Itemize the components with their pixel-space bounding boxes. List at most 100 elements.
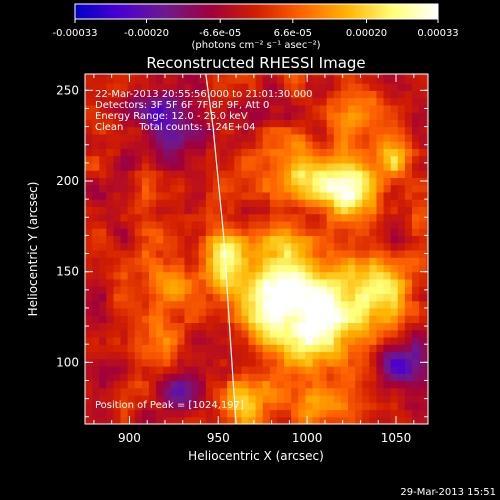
- heatmap-cell: [426, 278, 428, 287]
- heatmap-cell: [355, 242, 363, 251]
- heatmap-cell: [99, 315, 107, 324]
- heatmap-cell: [127, 329, 136, 338]
- heatmap-cell: [127, 213, 136, 222]
- heatmap-cell: [340, 402, 349, 411]
- heatmap-cell: [191, 307, 200, 316]
- heatmap-cell: [205, 387, 214, 396]
- heatmap-cell: [383, 119, 392, 128]
- heatmap-cell: [419, 199, 427, 207]
- heatmap-cell: [319, 133, 328, 142]
- heatmap-cell: [355, 329, 363, 338]
- heatmap-cell: [340, 104, 349, 113]
- heatmap-cell: [397, 365, 406, 374]
- heatmap-cell: [369, 278, 378, 287]
- heatmap-cell: [333, 213, 342, 222]
- heatmap-cell: [397, 278, 406, 287]
- heatmap-cell: [170, 365, 179, 374]
- heatmap-cell: [255, 199, 264, 207]
- heatmap-cell: [426, 97, 428, 106]
- heatmap-cell: [284, 228, 292, 236]
- heatmap-cell: [234, 329, 242, 338]
- heatmap-cell: [134, 199, 143, 207]
- heatmap-cell: [333, 177, 342, 186]
- heatmap-cell: [412, 351, 420, 360]
- heatmap-cell: [319, 257, 328, 266]
- heatmap-cell: [198, 177, 207, 186]
- heatmap-cell: [404, 119, 413, 128]
- heatmap-cell: [184, 162, 193, 171]
- heatmap-cell: [198, 257, 207, 266]
- heatmap-cell: [227, 75, 235, 84]
- heatmap-cell: [248, 394, 257, 403]
- heatmap-cell: [141, 242, 150, 251]
- heatmap-cell: [376, 336, 385, 345]
- heatmap-cell: [333, 394, 342, 403]
- heatmap-cell: [141, 74, 150, 77]
- heatmap-cell: [404, 358, 413, 367]
- heatmap-cell: [106, 162, 115, 171]
- heatmap-cell: [276, 228, 285, 236]
- heatmap-cell: [298, 220, 306, 229]
- heatmap-cell: [284, 213, 292, 222]
- heatmap-cell: [426, 242, 428, 251]
- heatmap-cell: [298, 235, 306, 244]
- heatmap-cell: [312, 322, 321, 331]
- heatmap-cell: [319, 242, 328, 251]
- heatmap-cell: [404, 365, 413, 374]
- heatmap-cell: [412, 220, 420, 229]
- heatmap-cell: [92, 235, 100, 244]
- heatmap-cell: [269, 322, 278, 331]
- heatmap-cell: [113, 162, 122, 171]
- heatmap-cell: [362, 416, 370, 424]
- heatmap-cell: [383, 75, 392, 84]
- heatmap-cell: [348, 373, 356, 382]
- heatmap-cell: [298, 402, 306, 411]
- heatmap-cell: [156, 380, 164, 389]
- heatmap-cell: [276, 344, 285, 353]
- heatmap-cell: [234, 90, 242, 99]
- heatmap-cell: [404, 97, 413, 106]
- heatmap-cell: [333, 315, 342, 324]
- heatmap-cell: [156, 141, 164, 149]
- heatmap-cell: [248, 358, 257, 367]
- heatmap-cell: [212, 351, 221, 360]
- heatmap-cell: [248, 75, 257, 84]
- heatmap-cell: [234, 307, 242, 316]
- heatmap-cell: [99, 74, 107, 77]
- heatmap-cell: [127, 344, 136, 353]
- heatmap-cell: [390, 409, 399, 418]
- heatmap-cell: [248, 90, 257, 99]
- heatmap-cell: [383, 199, 392, 207]
- heatmap-cell: [369, 112, 378, 120]
- heatmap-cell: [184, 286, 193, 295]
- heatmap-cell: [255, 90, 264, 99]
- heatmap-cell: [177, 387, 186, 396]
- heatmap-cell: [163, 148, 171, 157]
- heatmap-cell: [220, 409, 228, 418]
- heatmap-cell: [99, 286, 107, 295]
- heatmap-cell: [369, 373, 378, 382]
- heatmap-cell: [376, 315, 385, 324]
- heatmap-cell: [319, 191, 328, 200]
- heatmap-cell: [241, 329, 250, 338]
- heatmap-cell: [262, 394, 271, 403]
- heatmap-cell: [92, 133, 100, 142]
- heatmap-cell: [291, 271, 299, 280]
- heatmap-cell: [298, 162, 306, 171]
- heatmap-cell: [234, 133, 242, 142]
- heatmap-cell: [191, 336, 200, 345]
- heatmap-cell: [312, 365, 321, 374]
- heatmap-cell: [426, 409, 428, 418]
- heatmap-cell: [148, 358, 157, 367]
- heatmap-cell: [141, 329, 150, 338]
- heatmap-cell: [99, 322, 107, 331]
- heatmap-cell: [170, 249, 179, 258]
- heatmap-cell: [255, 344, 264, 353]
- x-axis-label: Heliocentric X (arcsec): [188, 449, 324, 463]
- heatmap-cell: [426, 235, 428, 244]
- heatmap-cell: [184, 104, 193, 113]
- heatmap-cell: [362, 75, 370, 84]
- heatmap-cell: [291, 74, 299, 77]
- heatmap-cell: [376, 74, 385, 77]
- heatmap-cell: [212, 74, 221, 77]
